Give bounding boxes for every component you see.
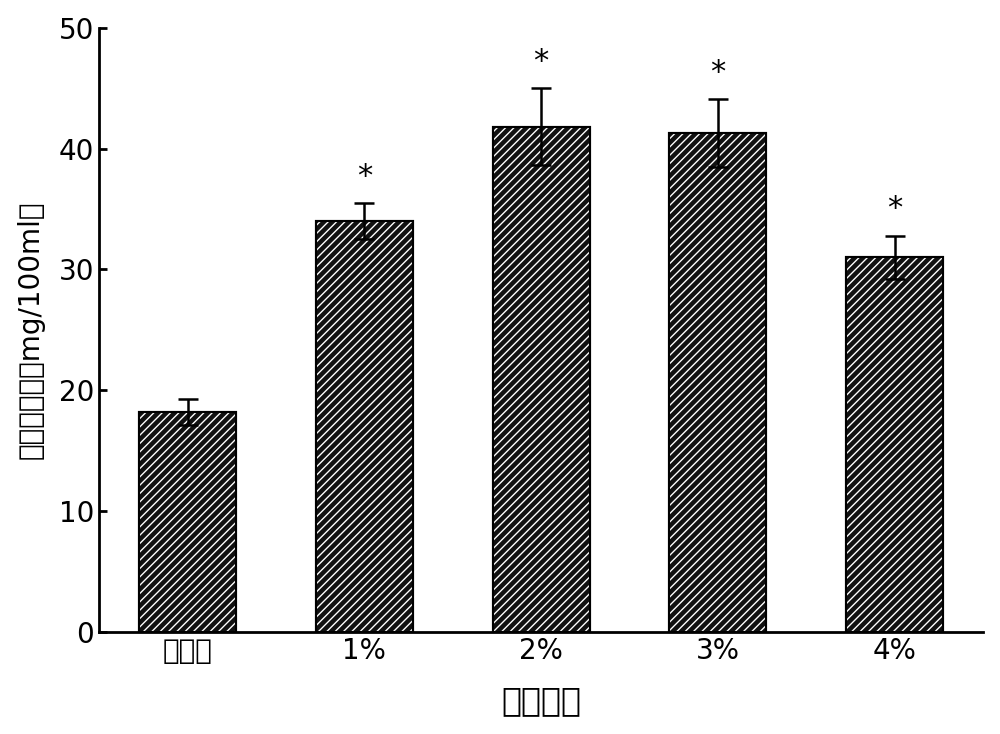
Bar: [669, 133, 766, 632]
Bar: [846, 258, 943, 632]
Bar: [316, 221, 413, 632]
Bar: [316, 221, 413, 632]
Text: *: *: [534, 47, 549, 76]
Bar: [846, 258, 943, 632]
Text: *: *: [887, 195, 902, 223]
Bar: [669, 133, 766, 632]
Bar: [493, 127, 590, 632]
Text: *: *: [710, 58, 725, 87]
Y-axis label: 总三萟含量（mg/100ml）: 总三萟含量（mg/100ml）: [17, 200, 45, 459]
Bar: [139, 412, 236, 632]
Bar: [493, 127, 590, 632]
Bar: [139, 412, 236, 632]
X-axis label: 油脂处理: 油脂处理: [501, 684, 581, 717]
Text: *: *: [357, 161, 372, 191]
Bar: [139, 412, 236, 632]
Bar: [669, 133, 766, 632]
Bar: [316, 221, 413, 632]
Bar: [493, 127, 590, 632]
Bar: [846, 258, 943, 632]
